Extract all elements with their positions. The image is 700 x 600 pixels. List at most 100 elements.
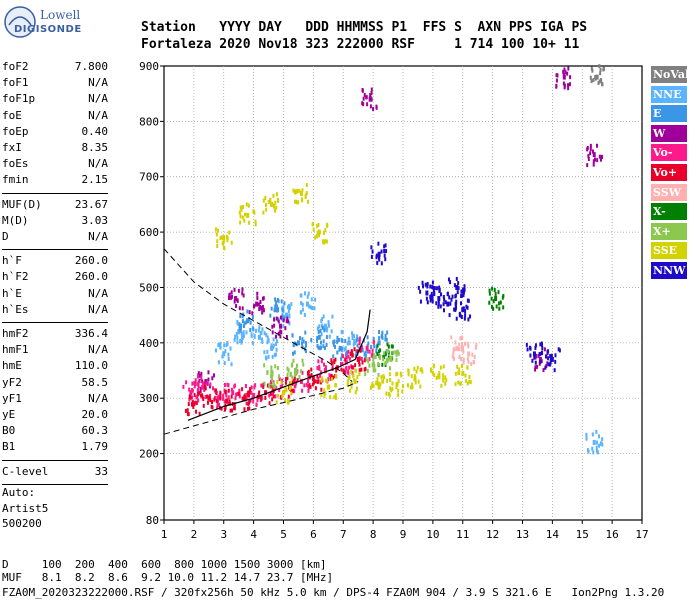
echo-point [376,382,379,387]
echo-point [455,303,458,308]
echo-point [438,285,441,290]
series-ssw [450,335,478,366]
auto-program: Artist5 [2,502,49,515]
echo-point [490,296,493,301]
echo-point [323,388,326,393]
echo-point [244,212,247,217]
echo-point [231,390,235,396]
echo-point [275,347,278,352]
echo-point [365,345,369,351]
echo-point [285,377,288,382]
param-value: 336.4 [74,327,108,340]
echo-point [323,328,326,333]
echo-point [262,198,265,203]
echo-point [292,358,295,363]
echo-point [219,344,222,349]
echo-point [460,357,463,362]
echo-point [239,214,242,219]
echo-point [301,302,304,307]
echo-point [350,384,353,389]
echo-point [272,337,275,342]
echo-point [372,361,375,366]
echo-point [217,228,220,233]
echo-point [466,298,469,303]
echo-point [431,370,434,375]
echo-point [490,304,493,309]
echo-point [280,330,283,335]
echo-point [442,373,445,378]
param-name: hmF2 [2,327,29,340]
echo-point [592,159,595,164]
param-name: foE [2,108,22,122]
echo-point [356,343,359,348]
echo-point [301,341,304,346]
echo-point [432,288,435,293]
echo-point [281,394,284,399]
echo-point [347,336,350,341]
echo-point [314,386,317,391]
series-noval [589,64,606,87]
echo-point [292,188,295,193]
echo-point [543,347,546,352]
echo-point [377,362,380,367]
echo-point [221,354,224,359]
echo-point [187,402,190,407]
echo-point [353,347,356,352]
echo-point [463,316,466,321]
echo-point [586,145,589,150]
echo-point [386,349,389,354]
y-tick-label: 600 [139,226,159,239]
echo-point [210,404,213,409]
echo-point [186,412,189,417]
echo-point [355,386,358,391]
echo-point [281,307,284,312]
echo-point [229,346,232,351]
echo-point [284,326,287,331]
param-name: D [2,230,9,243]
echo-point [453,347,456,352]
echo-point [413,366,416,371]
echo-point [284,312,288,318]
echo-point [598,79,601,84]
profile-dashed-upper [163,248,353,382]
echo-point [240,323,243,328]
echo-point [346,382,349,387]
echo-point [267,354,270,359]
echo-point [462,292,465,297]
echo-point [462,357,465,362]
echo-point [267,338,270,343]
echo-point [453,283,456,288]
param-value: N/A [88,108,108,122]
echo-point [532,351,536,357]
echo-point [546,349,549,354]
echo-point [224,390,227,395]
echo-point [269,313,272,318]
echo-point [426,284,429,289]
echo-point [386,342,389,347]
echo-point [250,385,253,390]
echo-point [311,382,314,387]
echo-point [328,373,331,378]
echo-point [289,372,292,377]
param-value: N/A [88,230,108,243]
echo-point [350,369,353,374]
echo-point [597,80,600,85]
echo-point [324,228,327,233]
echo-point [442,294,445,299]
echo-point [332,375,335,380]
echo-point [224,405,227,410]
echo-point [592,77,595,82]
echo-point [227,352,230,357]
echo-point [419,299,422,304]
echo-point [270,380,273,385]
echo-point [241,291,244,296]
echo-point [395,352,398,357]
param-separator [2,459,108,461]
param-separator [2,192,108,194]
echo-point [592,162,595,167]
echo-point [372,357,375,362]
echo-point [287,394,290,399]
echo-point [382,357,385,362]
echo-point [242,334,245,339]
echo-point [276,198,279,203]
